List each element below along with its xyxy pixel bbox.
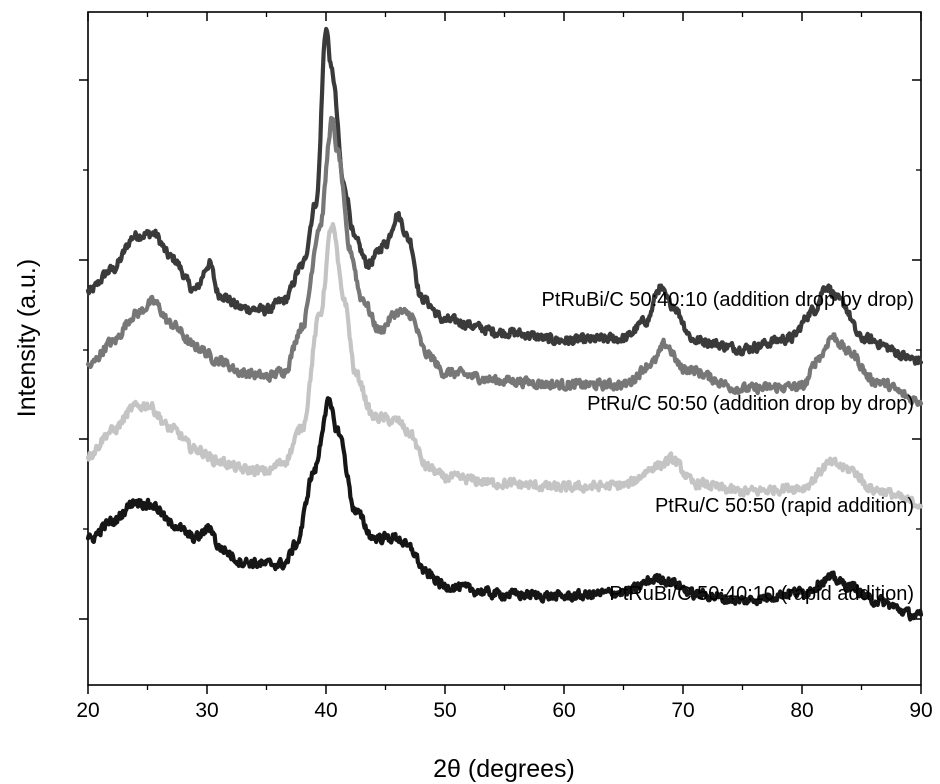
x-axis-title: 2θ (degrees) bbox=[433, 755, 575, 783]
series-line-3 bbox=[85, 222, 924, 510]
x-tick-label: 50 bbox=[433, 699, 456, 722]
series-label-2: PtRu/C 50:50 (addition drop by drop) bbox=[587, 393, 914, 415]
x-tick-label: 20 bbox=[76, 699, 99, 722]
series-label-1: PtRuBi/C 50:40:10 (addition drop by drop… bbox=[542, 289, 914, 311]
series-line-4 bbox=[85, 396, 924, 622]
series-line-2 bbox=[85, 115, 924, 407]
series-label-3: PtRu/C 50:50 (rapid addition) bbox=[655, 495, 914, 517]
series-group bbox=[85, 26, 924, 622]
x-tick-label: 60 bbox=[552, 699, 575, 722]
series-label-4: PtRuBi/C 50:40:10 (rapid addition) bbox=[609, 583, 914, 605]
x-tick-label: 30 bbox=[195, 699, 218, 722]
x-axis-ticks: 20 30 40 50 60 70 80 90 bbox=[76, 12, 933, 722]
x-tick-label: 40 bbox=[314, 699, 337, 722]
y-axis-title: Intensity (a.u.) bbox=[13, 259, 41, 417]
x-tick-label: 70 bbox=[671, 699, 694, 722]
series-line-1 bbox=[85, 26, 924, 366]
x-tick-label: 90 bbox=[909, 699, 932, 722]
series-labels: PtRuBi/C 50:40:10 (addition drop by drop… bbox=[542, 289, 914, 605]
x-tick-label: 80 bbox=[790, 699, 813, 722]
